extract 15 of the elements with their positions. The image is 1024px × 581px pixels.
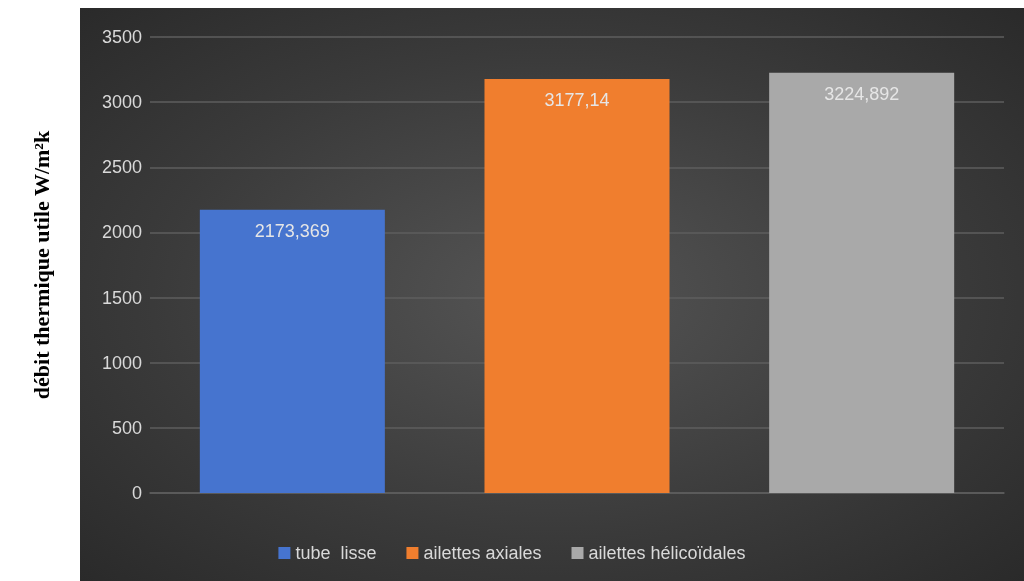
y-axis-title: débit thermique utile W/m²k <box>28 130 54 400</box>
y-tick-label: 3000 <box>101 92 142 113</box>
data-label: 3177,14 <box>544 90 610 111</box>
legend-label: ailettes hélicoïdales <box>588 543 746 563</box>
data-label: 3224,892 <box>824 83 900 104</box>
legend-label: ailettes axiales <box>423 543 542 563</box>
y-tick-label: 2000 <box>101 222 142 243</box>
y-tick-label: 2500 <box>101 157 142 178</box>
legend-label: tube lisse <box>295 543 377 563</box>
y-tick-label: 1000 <box>101 352 142 373</box>
y-tick-label: 500 <box>111 417 142 438</box>
y-tick-label: 0 <box>131 483 142 503</box>
y-tick-label: 3500 <box>101 27 142 47</box>
y-tick-label: 1500 <box>101 287 142 308</box>
data-label: 2173,369 <box>254 220 330 241</box>
